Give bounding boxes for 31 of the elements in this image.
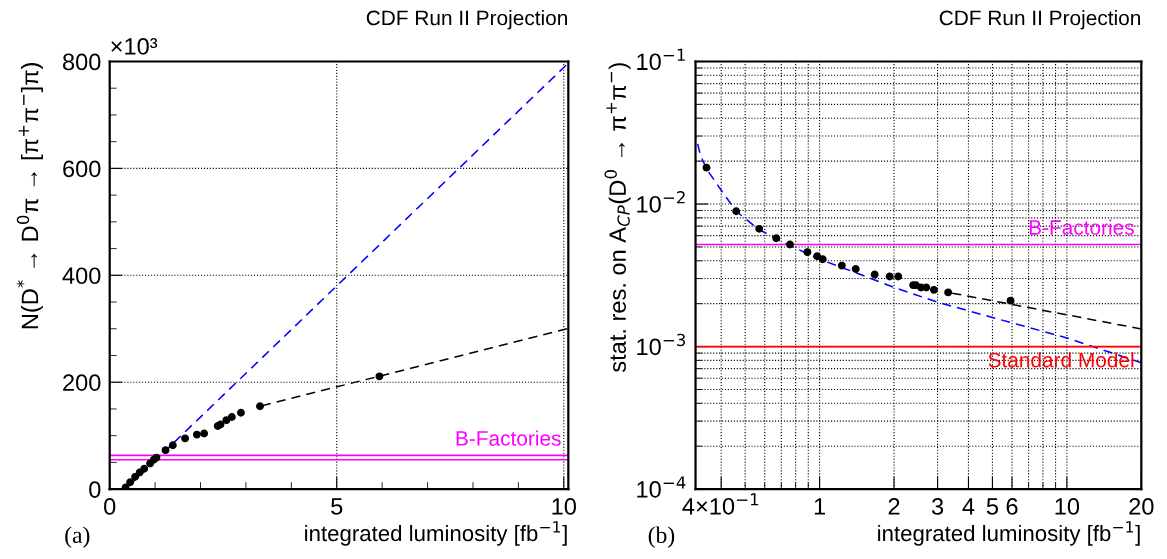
x-tick-label: 2 xyxy=(888,498,900,515)
y-tick-label: 800 xyxy=(63,53,101,71)
x-axis-title: integrated luminosity [fb$^{−1}$] xyxy=(305,521,567,546)
text: (b) xyxy=(648,526,675,548)
ref-line-label: B-Factories xyxy=(1029,219,1134,235)
text: stat. res. on A$_{CP}$(D$^{0}$ → π$^{+}$π$^{−}$) xyxy=(604,63,631,373)
x-tick-label: 10 xyxy=(552,498,576,515)
y-tick-label: 600 xyxy=(63,160,101,178)
y-tick-label: 200 xyxy=(63,374,101,391)
x-tick-label: 1 xyxy=(814,498,826,515)
x-tick-label: 5 xyxy=(331,498,343,515)
chart-title: CDF Run II Projection xyxy=(366,10,567,30)
y-tick-label: 0 xyxy=(89,481,101,498)
y-tick-label: 10$^{−1}$ xyxy=(637,48,685,71)
y-tick-label: 400 xyxy=(62,267,101,285)
x-tick-label: 0 xyxy=(104,498,116,515)
ref-line-label: Standard Model xyxy=(988,352,1134,368)
text: (a) xyxy=(65,526,90,548)
chart-title: CDF Run II Projection xyxy=(939,10,1140,30)
x-tick-label: 4 xyxy=(962,498,975,515)
x-tick-label: 5 xyxy=(986,498,999,515)
x-tick-label: 20 xyxy=(1129,498,1154,515)
x-tick-label: 10 xyxy=(1055,498,1080,515)
text: ×10³ xyxy=(111,37,158,55)
ref-line-label: B-Factories xyxy=(456,430,561,446)
x-tick-label: 6 xyxy=(1006,498,1018,515)
x-tick-label: 3 xyxy=(931,498,944,515)
y-tick-label: 10$^{−3}$ xyxy=(637,333,686,356)
x-axis-title: integrated luminosity [fb$^{−1}$] xyxy=(878,521,1140,546)
y-tick-label: 10$^{−2}$ xyxy=(637,191,685,213)
text: N(D$^{*}$ → D$^{0}$π → [π$^{+}$π$^{−}$]π) xyxy=(16,63,43,329)
